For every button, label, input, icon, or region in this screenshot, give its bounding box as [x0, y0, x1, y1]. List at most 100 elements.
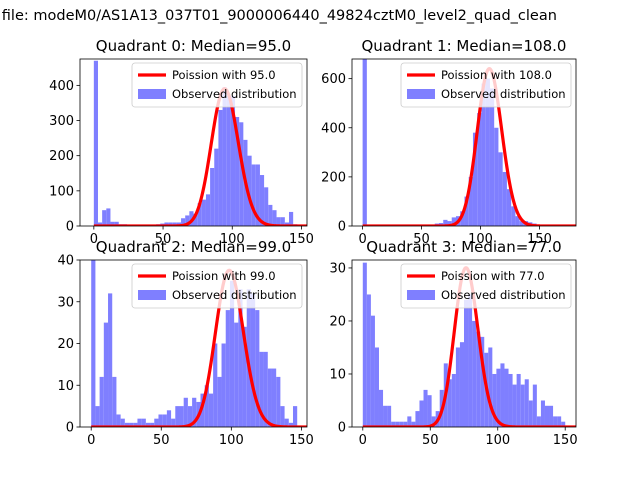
histogram-bar [472, 320, 477, 427]
histogram-bar [222, 87, 227, 226]
histogram-bar [455, 347, 460, 427]
histogram-bar [226, 95, 231, 226]
y-tick-label: 0 [338, 220, 346, 235]
histogram-bar [235, 117, 240, 226]
histogram-bar [451, 217, 456, 226]
histogram-bar [460, 211, 465, 226]
histogram-bar [370, 315, 375, 427]
histogram-bar [171, 418, 176, 427]
histogram-bar [239, 122, 244, 226]
y-tick-label: 400 [321, 121, 346, 136]
histogram-bar [247, 155, 252, 226]
histogram-bar [97, 222, 103, 226]
histogram-bar [187, 406, 193, 427]
histogram-bar [204, 385, 209, 427]
histogram-bar [193, 213, 198, 226]
histogram-bar [93, 60, 98, 226]
histogram-bar [427, 395, 432, 427]
histogram-bar [447, 379, 452, 427]
plot-area-2 [90, 260, 307, 427]
histogram-bar [519, 221, 524, 226]
legend-label: Poission with 108.0 [441, 68, 552, 82]
histogram-bar [516, 373, 521, 427]
histogram-bar [528, 400, 533, 427]
histogram-bar [230, 95, 236, 226]
histogram-bar [208, 393, 214, 427]
y-tick-label: 30 [329, 261, 346, 276]
histogram-bar [264, 187, 269, 226]
histogram-bar [225, 310, 230, 427]
histogram-bar [374, 347, 379, 427]
histogram-bar [511, 206, 516, 226]
histogram-bar [276, 217, 281, 226]
histogram-bar [181, 218, 186, 226]
histogram-bar [378, 389, 384, 427]
histogram-bar [172, 222, 177, 226]
histogram-bar [110, 221, 115, 226]
histogram-bar [508, 373, 513, 427]
x-tick-label: 150 [289, 232, 314, 247]
y-tick-label: 600 [321, 72, 346, 87]
y-tick-label: 300 [49, 114, 74, 129]
histogram-bar [154, 418, 159, 427]
y-tick-label: 100 [49, 184, 74, 199]
histogram-bar [255, 164, 260, 226]
histogram-bar [391, 421, 396, 427]
x-tick-label: 150 [527, 232, 552, 247]
histogram-bar [255, 310, 260, 427]
subplot-0: 0 50 100 150 0 100 200 300 400 Quadrant 0: Median… [49, 37, 314, 247]
histogram-bar [133, 422, 138, 427]
x-tick-label: 100 [220, 232, 245, 247]
histogram-bar [238, 289, 243, 427]
subplot-title: Quadrant 2: Median=99.0 [96, 238, 291, 256]
plot-area-0 [92, 60, 307, 226]
subplot-title: Quadrant 1: Median=108.0 [362, 37, 567, 55]
y-tick-label: 30 [57, 295, 74, 310]
histogram-bar [557, 416, 562, 427]
poisson-curve [92, 87, 307, 226]
histogram-bar [485, 78, 490, 226]
histogram-bar [267, 368, 272, 427]
histogram-bar [496, 368, 501, 427]
y-tick-label: 400 [49, 79, 74, 94]
histogram-bar [492, 373, 497, 427]
poisson-curve [90, 268, 307, 427]
x-tick-label: 100 [485, 433, 510, 448]
histogram-bar [272, 210, 277, 226]
histogram-bar [102, 210, 107, 226]
histogram-bar [129, 422, 134, 427]
histogram-bar [192, 397, 197, 427]
histogram-bar [263, 351, 268, 427]
x-tick-label: 0 [87, 433, 95, 448]
subplot-title: Quadrant 0: Median=95.0 [96, 37, 291, 55]
histogram-bar [106, 208, 111, 226]
histogram-bar [407, 416, 412, 427]
y-tick-label: 200 [49, 149, 74, 164]
legend-box [131, 62, 303, 108]
legend: Poission with 108.0 Observed distribution [400, 62, 572, 108]
histogram-bar [164, 222, 169, 226]
histogram-bar [250, 293, 256, 427]
histogram-bar [259, 351, 264, 427]
axes-frame [79, 58, 308, 227]
histogram-bar [561, 421, 566, 427]
histogram-bar [162, 414, 167, 427]
figure-title-text: n file: modeM0/AS1A13_037T01_9000006440_… [0, 8, 557, 24]
histogram-bar [185, 215, 190, 226]
legend-label: Poission with 99.0 [172, 269, 276, 283]
histogram-bar [242, 326, 247, 427]
histogram-bar [103, 322, 109, 427]
histogram-bar [536, 416, 541, 427]
legend-box [400, 263, 572, 309]
legend-bar-swatch [138, 89, 166, 99]
y-tick-label: 20 [329, 314, 346, 329]
x-tick-label: 0 [359, 433, 367, 448]
histogram-bar [116, 414, 121, 427]
histogram-bar [210, 167, 215, 226]
y-tick-label: 20 [57, 337, 74, 352]
legend-bar-swatch [407, 290, 435, 300]
histogram-bar [112, 376, 117, 427]
histogram-bar [383, 405, 388, 427]
histogram-bar [259, 175, 265, 226]
histogram-bar [459, 342, 464, 427]
